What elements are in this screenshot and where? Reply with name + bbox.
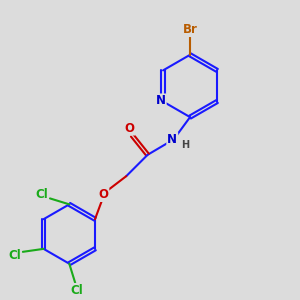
Text: Cl: Cl [8, 249, 21, 262]
Text: Cl: Cl [70, 284, 83, 297]
Text: N: N [156, 94, 166, 107]
Text: O: O [125, 122, 135, 135]
Text: Cl: Cl [35, 188, 48, 201]
Text: Br: Br [183, 23, 197, 36]
Text: N: N [167, 133, 177, 146]
Text: H: H [181, 140, 189, 150]
Text: O: O [98, 188, 108, 201]
